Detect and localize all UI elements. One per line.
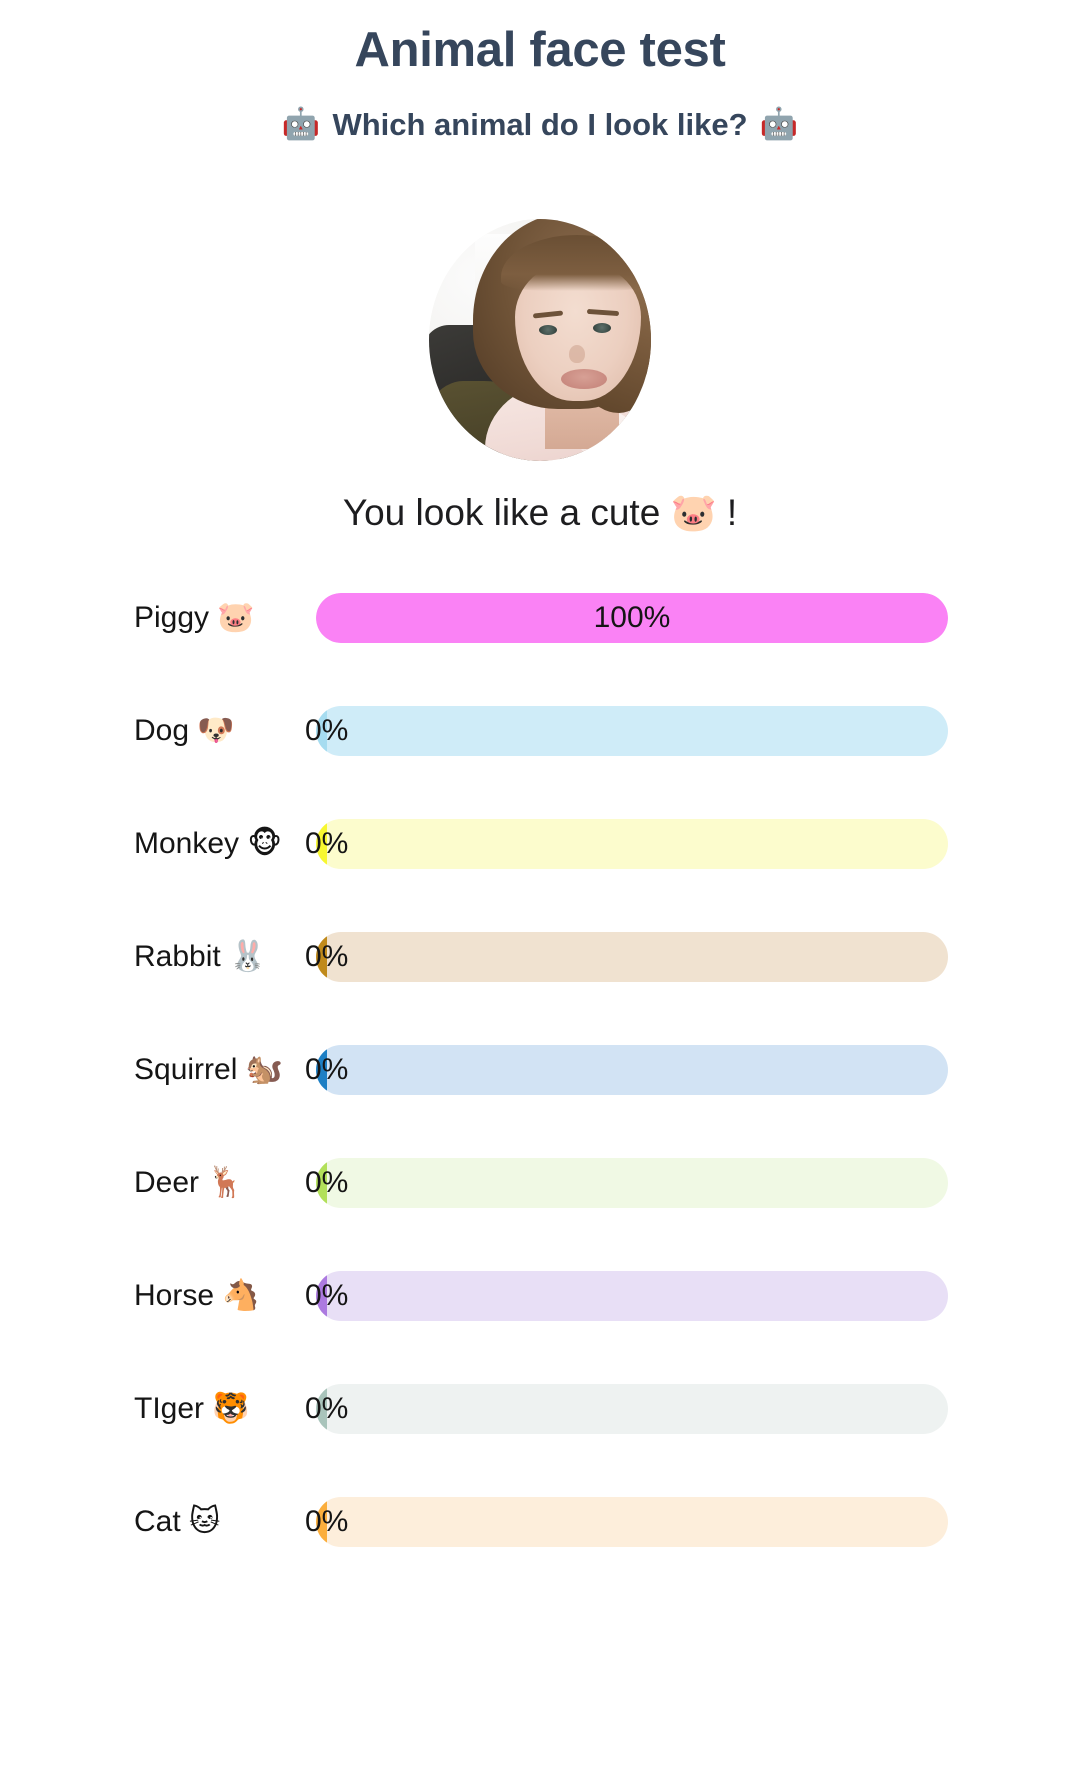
animal-score-row-squirrel: Squirrel 🐿️ 0%: [0, 1013, 1080, 1126]
progress-value-cat: 0%: [305, 1504, 349, 1538]
progress-fill-dog: [316, 705, 327, 756]
animal-score-row-cat: Cat 🐱 0%: [0, 1465, 1080, 1578]
avatar-eye-left: [539, 325, 557, 335]
animal-label-dog: Dog 🐶: [134, 713, 235, 747]
progress-track-tiger: [316, 1383, 948, 1434]
page-header: Animal face test 🤖 Which animal do I loo…: [0, 0, 1080, 143]
animal-label-deer: Deer 🦌: [134, 1165, 245, 1199]
progress-value-squirrel: 0%: [305, 1052, 349, 1086]
animal-label-piggy: Piggy 🐷: [134, 600, 255, 634]
progress-track-squirrel: [316, 1044, 948, 1095]
progress-fill-piggy: [316, 592, 948, 643]
robot-icon-right: 🤖: [759, 105, 799, 142]
avatar-eye-right: [593, 323, 611, 333]
animal-score-row-tiger: TIger 🐯 0%: [0, 1352, 1080, 1465]
progress-value-tiger: 0%: [305, 1391, 349, 1425]
animal-label-horse: Horse 🐴: [134, 1278, 260, 1312]
progress-value-horse: 0%: [305, 1278, 349, 1312]
progress-track-piggy: [316, 592, 948, 643]
progress-track-deer: [316, 1157, 948, 1208]
progress-value-dog: 0%: [305, 713, 349, 747]
progress-value-monkey: 0%: [305, 826, 349, 860]
progress-track-horse: [316, 1270, 948, 1321]
avatar: [429, 219, 651, 461]
page-subtitle: 🤖 Which animal do I look like? 🤖: [0, 106, 1080, 143]
progress-fill-deer: [316, 1157, 327, 1208]
animal-score-row-dog: Dog 🐶 0%: [0, 674, 1080, 787]
animal-score-row-horse: Horse 🐴 0%: [0, 1239, 1080, 1352]
animal-score-row-monkey: Monkey 🐵 0%: [0, 787, 1080, 900]
animal-label-tiger: TIger 🐯: [134, 1391, 250, 1425]
page-title: Animal face test: [354, 23, 726, 77]
progress-fill-horse: [316, 1270, 327, 1321]
progress-value-deer: 0%: [305, 1165, 349, 1199]
progress-fill-cat: [316, 1496, 327, 1547]
avatar-lips: [561, 369, 607, 389]
animal-label-squirrel: Squirrel 🐿️: [134, 1052, 284, 1086]
progress-fill-rabbit: [316, 931, 327, 982]
page-subtitle-text: Which animal do I look like?: [332, 106, 748, 142]
progress-value-rabbit: 0%: [305, 939, 349, 973]
progress-track-monkey: [316, 818, 948, 869]
animal-score-row-deer: Deer 🦌 0%: [0, 1126, 1080, 1239]
result-text: You look like a cute 🐷 !: [342, 492, 738, 533]
animal-label-rabbit: Rabbit 🐰: [134, 939, 267, 973]
progress-track-rabbit: [316, 931, 948, 982]
animal-label-cat: Cat 🐱: [134, 1504, 221, 1538]
animal-score-row-rabbit: Rabbit 🐰 0%: [0, 900, 1080, 1013]
progress-fill-squirrel: [316, 1044, 327, 1095]
progress-fill-tiger: [316, 1383, 327, 1434]
progress-value-piggy: 100%: [593, 600, 671, 634]
avatar-nose: [569, 345, 585, 363]
progress-track-cat: [316, 1496, 948, 1547]
animal-score-row-piggy: Piggy 🐷 100%: [0, 561, 1080, 674]
animal-label-monkey: Monkey 🐵: [134, 826, 283, 860]
progress-track-dog: [316, 705, 948, 756]
progress-fill-monkey: [316, 818, 327, 869]
robot-icon-left: 🤖: [281, 105, 321, 142]
avatar-container: [0, 219, 1080, 461]
animal-score-list: Piggy 🐷 100% Dog 🐶 0% Monkey 🐵 0% Rabbit 🐰 0% Sq…: [0, 561, 1080, 1578]
